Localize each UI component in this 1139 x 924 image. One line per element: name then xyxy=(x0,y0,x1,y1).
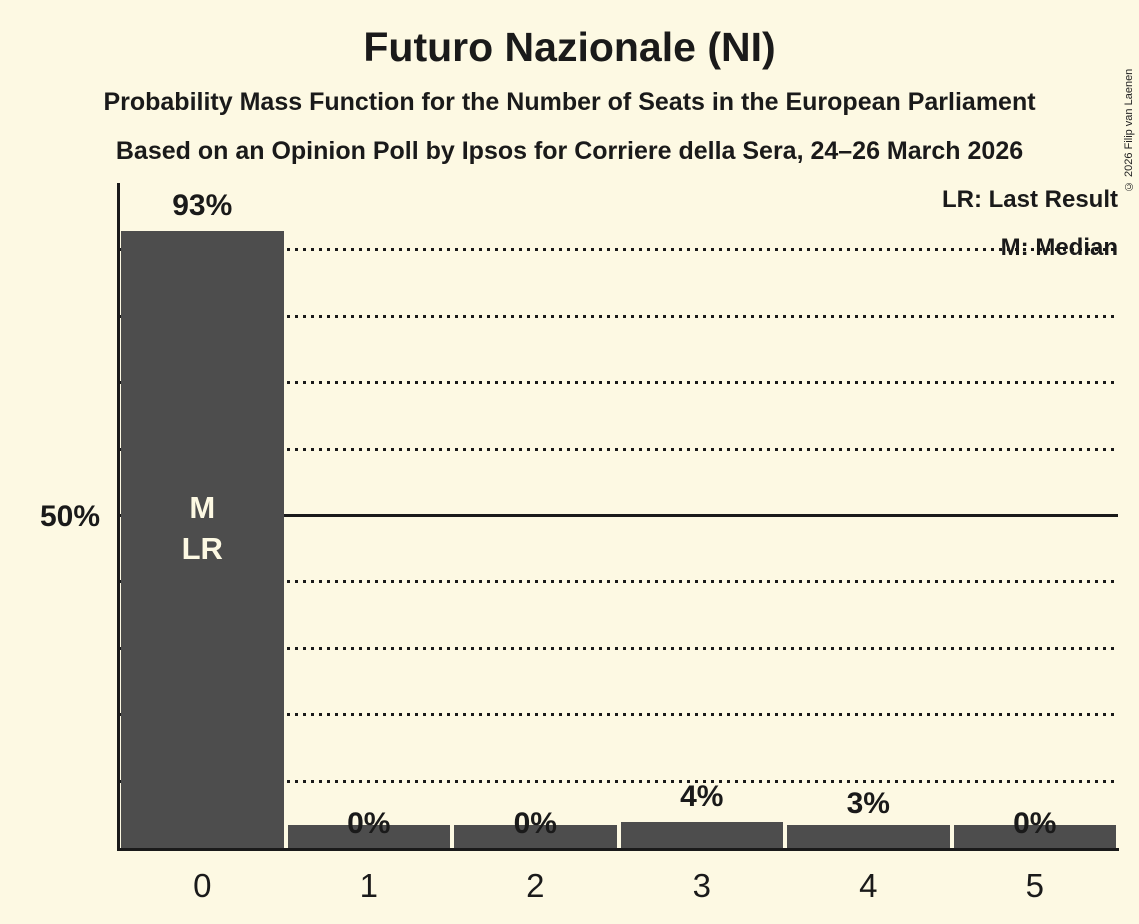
bar-annotation-m: M xyxy=(189,490,216,526)
gridline-40-percent xyxy=(119,580,1118,584)
x-tick-label-0: 0 xyxy=(193,867,212,904)
x-tick-label-4: 4 xyxy=(859,867,878,904)
value-label-seats-0: 93% xyxy=(172,189,233,223)
x-tick-label-2: 2 xyxy=(526,867,545,904)
column-seats-1: 0% xyxy=(286,185,453,849)
plot-area: M LR 93% 0% 0% 4% 3% 0% xyxy=(119,185,1118,849)
column-seats-4: 3% xyxy=(785,185,952,849)
legend-last-result: LR: Last Result xyxy=(941,186,1118,213)
copyright-notice: © 2026 Filip van Laenen xyxy=(1123,68,1135,192)
chart-title: Futuro Nazionale (NI) xyxy=(363,24,776,70)
bar-seats-2 xyxy=(454,825,617,849)
gridline-20-percent xyxy=(119,713,1118,717)
bar-annotation-lr: LR xyxy=(181,531,223,567)
gridline-80-percent xyxy=(119,314,1118,318)
gridline-30-percent xyxy=(119,646,1118,650)
y-axis-50-percent-label: 50% xyxy=(39,500,100,533)
value-label-seats-4: 3% xyxy=(846,787,890,821)
x-tick-label-5: 5 xyxy=(1025,867,1044,904)
y-axis-line xyxy=(117,183,120,851)
chart-subtitle-poll: Based on an Opinion Poll by Ipsos for Co… xyxy=(115,137,1024,165)
x-axis-line xyxy=(117,848,1119,851)
gridline-10-percent xyxy=(119,779,1118,783)
x-axis-labels: 0 1 2 3 4 5 xyxy=(119,866,1118,916)
x-tick-label-1: 1 xyxy=(359,867,378,904)
gridline-50-percent-solid xyxy=(119,514,1118,517)
legend-median: M: Median xyxy=(1000,234,1118,261)
value-label-seats-5: 0% xyxy=(1013,807,1057,840)
bar-seats-0: M LR xyxy=(121,231,284,849)
chart-subtitle-pmf: Probability Mass Function for the Number… xyxy=(103,88,1036,116)
column-seats-3: 4% xyxy=(619,185,786,849)
value-label-seats-3: 4% xyxy=(680,780,724,814)
column-seats-5: 0% xyxy=(952,185,1119,849)
column-seats-2: 0% xyxy=(452,185,619,849)
gridline-90-percent xyxy=(119,248,1118,252)
gridline-60-percent xyxy=(119,447,1118,451)
value-label-seats-1: 0% xyxy=(347,807,391,840)
bar-seats-5 xyxy=(953,825,1116,849)
value-label-seats-2: 0% xyxy=(513,807,557,840)
gridline-70-percent xyxy=(119,381,1118,385)
bar-seats-3 xyxy=(620,822,783,849)
column-seats-0: M LR 93% xyxy=(119,185,286,849)
x-tick-label-3: 3 xyxy=(692,867,711,904)
bar-seats-1 xyxy=(287,825,450,849)
bar-seats-4 xyxy=(787,825,950,849)
